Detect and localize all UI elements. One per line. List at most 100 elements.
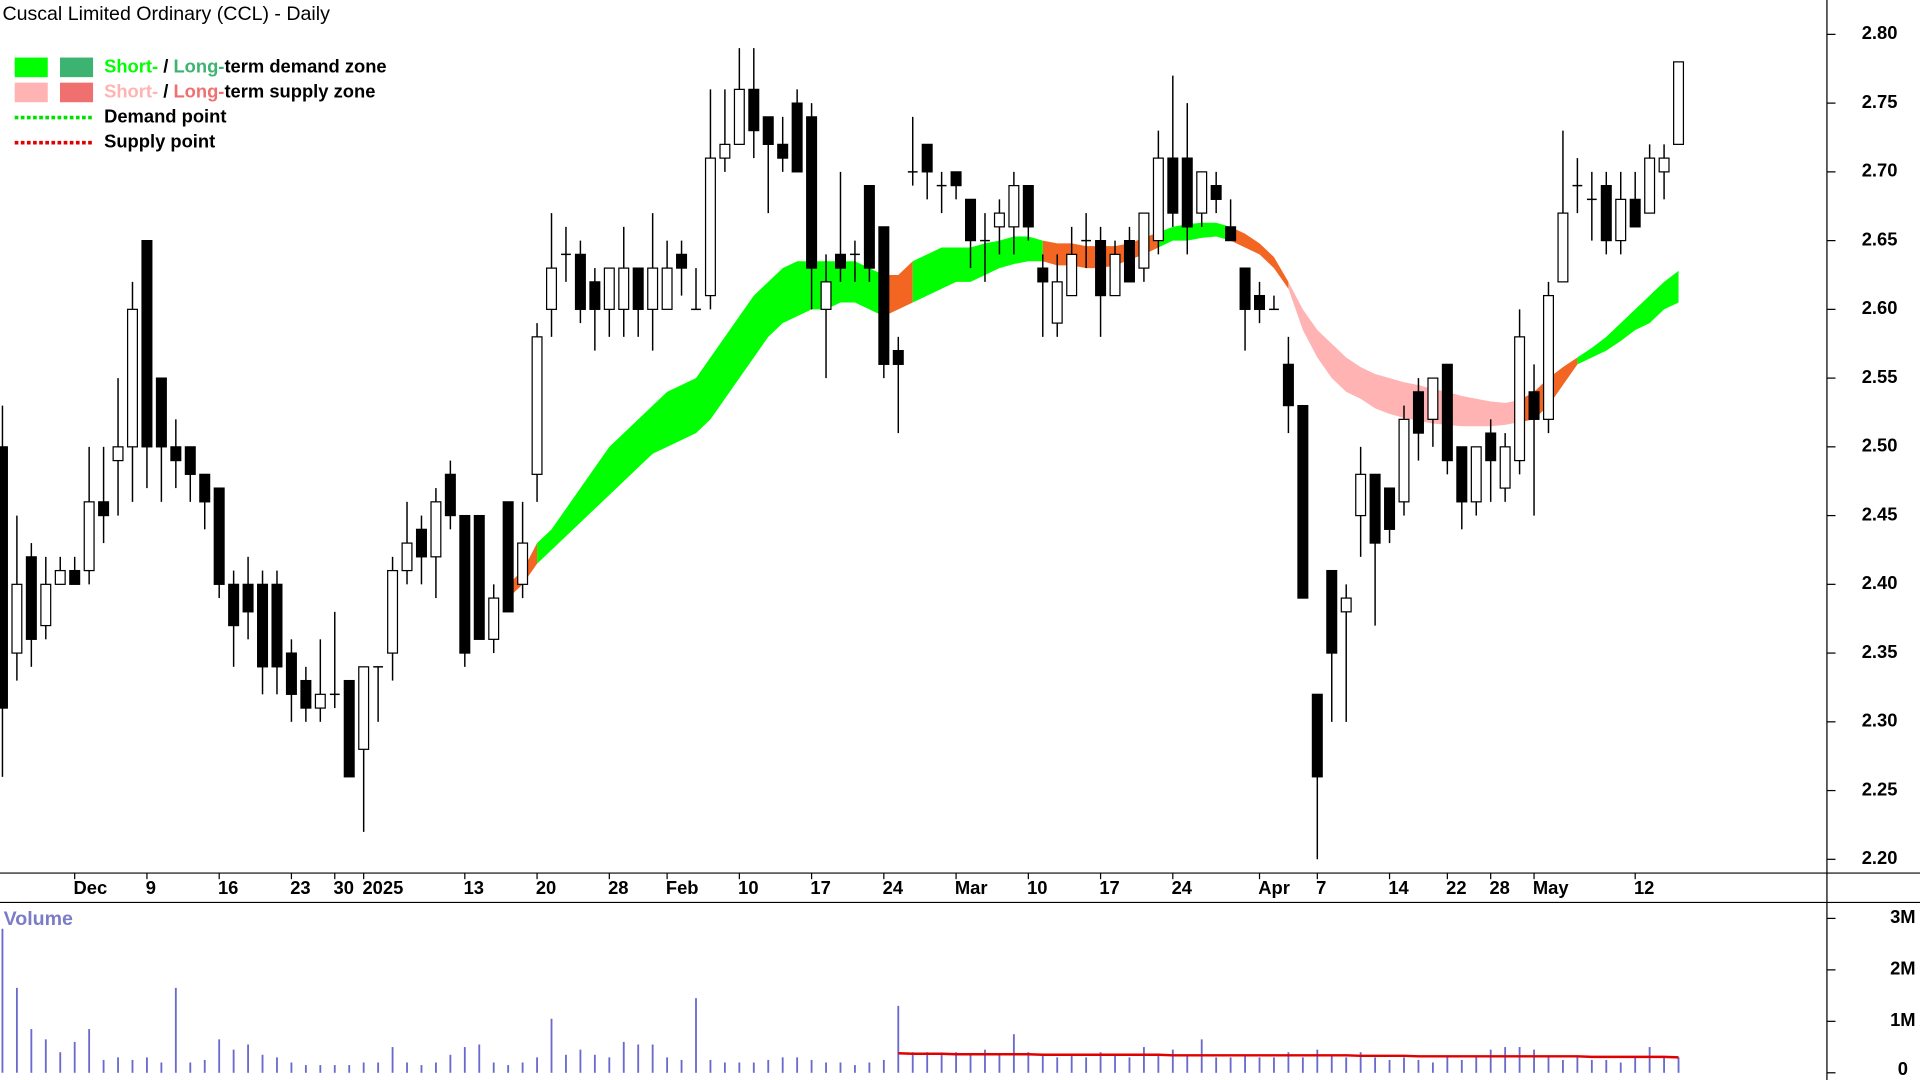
candle-body: [257, 583, 269, 668]
candle-body: [1066, 253, 1078, 297]
candle-body: [965, 198, 977, 242]
candle-body: [1355, 473, 1367, 517]
candle-body: [358, 666, 370, 750]
y-tick-label: 2.25: [1862, 778, 1898, 799]
candle-body: [11, 583, 23, 654]
y-tick-label: 2.70: [1862, 160, 1898, 181]
candle-body: [1658, 157, 1670, 173]
x-tick-label: Mar: [955, 877, 988, 898]
candle-body: [589, 281, 601, 310]
candle-body: [300, 679, 312, 709]
candle-body: [343, 679, 355, 778]
x-tick-label: 28: [1489, 877, 1509, 898]
candle-body: [69, 569, 81, 585]
zone: [912, 236, 1043, 303]
legend-text: Short- / Long-term demand zone: [104, 55, 387, 76]
x-tick-label: Feb: [666, 877, 699, 898]
candle-body: [98, 501, 110, 517]
candle-body: [1456, 446, 1468, 503]
candle-body: [1542, 294, 1554, 420]
legend-text-part: /: [158, 80, 173, 101]
legend-text-part: /: [158, 55, 173, 76]
candle-body: [748, 88, 760, 132]
candle-body: [228, 583, 240, 627]
legend-text-part: Supply point: [104, 130, 215, 151]
x-tick-label: 23: [290, 877, 310, 898]
zone: [1577, 270, 1679, 365]
candle-body: [473, 514, 485, 640]
x-tick-label: 14: [1388, 877, 1409, 898]
candle-body: [762, 116, 774, 145]
legend-text-part: term supply zone: [224, 80, 375, 101]
y-tick-label: 2.35: [1862, 641, 1898, 662]
v-tick-label: 0: [1898, 1058, 1908, 1079]
legend-text-part: Long-: [173, 55, 224, 76]
legend-text: Short- / Long-term supply zone: [104, 80, 375, 101]
candle-body: [993, 212, 1005, 228]
x-tick-label: 24: [883, 877, 904, 898]
candle-body: [661, 267, 673, 310]
candle-body: [1239, 267, 1251, 310]
candle-body: [1282, 363, 1294, 407]
candle-body: [141, 239, 153, 448]
candle-body: [950, 171, 962, 187]
candle-body: [1196, 171, 1208, 214]
zone: [1158, 222, 1231, 248]
candle-body: [632, 267, 644, 310]
volume-ma-line: [898, 1052, 1679, 1059]
candle-body: [271, 583, 283, 668]
y-tick-label: 2.40: [1862, 572, 1898, 593]
zone: [1288, 281, 1520, 427]
candle-body: [806, 116, 818, 269]
candle-body: [1326, 569, 1338, 654]
candles: [0, 48, 1685, 860]
zone: [537, 261, 884, 564]
x-tick-label: 2025: [362, 877, 403, 898]
candle-body: [603, 267, 615, 310]
x-tick-label: 12: [1634, 877, 1654, 898]
volume-label: Volume: [4, 908, 73, 930]
candle-body: [488, 597, 500, 640]
legend-text-part: term demand zone: [224, 55, 386, 76]
candle-body: [1499, 446, 1511, 489]
candle-body: [1095, 239, 1107, 297]
candle-body: [1181, 157, 1193, 228]
candle-body: [921, 143, 933, 173]
candle-body: [1167, 157, 1179, 214]
x-tick-label: 17: [1099, 877, 1119, 898]
candle-body: [834, 253, 847, 269]
candle-body: [1008, 184, 1020, 228]
y-tick-label: 2.55: [1862, 366, 1898, 387]
legend-text-part: Short-: [104, 80, 158, 101]
candle-body: [719, 143, 731, 159]
candle-body: [444, 473, 456, 517]
candle-body: [1152, 157, 1164, 242]
candle-body: [126, 308, 138, 448]
x-tick-label: Dec: [73, 877, 107, 898]
candle-body: [1210, 184, 1222, 200]
x-tick-label: 30: [334, 877, 354, 898]
y-tick-label: 2.20: [1862, 847, 1898, 868]
legend-text-part: Short-: [104, 55, 158, 76]
candle-body: [1427, 377, 1439, 420]
x-tick-label: 24: [1172, 877, 1193, 898]
candle-body: [545, 267, 558, 310]
y-tick-label: 2.45: [1862, 503, 1898, 524]
candle-body: [184, 446, 196, 475]
candle-body: [1311, 693, 1323, 778]
zone: [1230, 226, 1289, 289]
legend-swatch: [14, 82, 48, 103]
x-tick-label: 20: [536, 877, 556, 898]
candle-body: [1369, 473, 1381, 544]
candle-body: [285, 652, 297, 695]
legend-swatch: [60, 57, 94, 78]
candle-body: [1123, 239, 1135, 283]
x-tick-label: 10: [738, 877, 758, 898]
v-tick-label: 2M: [1890, 958, 1916, 979]
candle-body: [1673, 61, 1685, 145]
x-tick-label: 10: [1027, 877, 1047, 898]
candle-body: [1470, 446, 1482, 503]
